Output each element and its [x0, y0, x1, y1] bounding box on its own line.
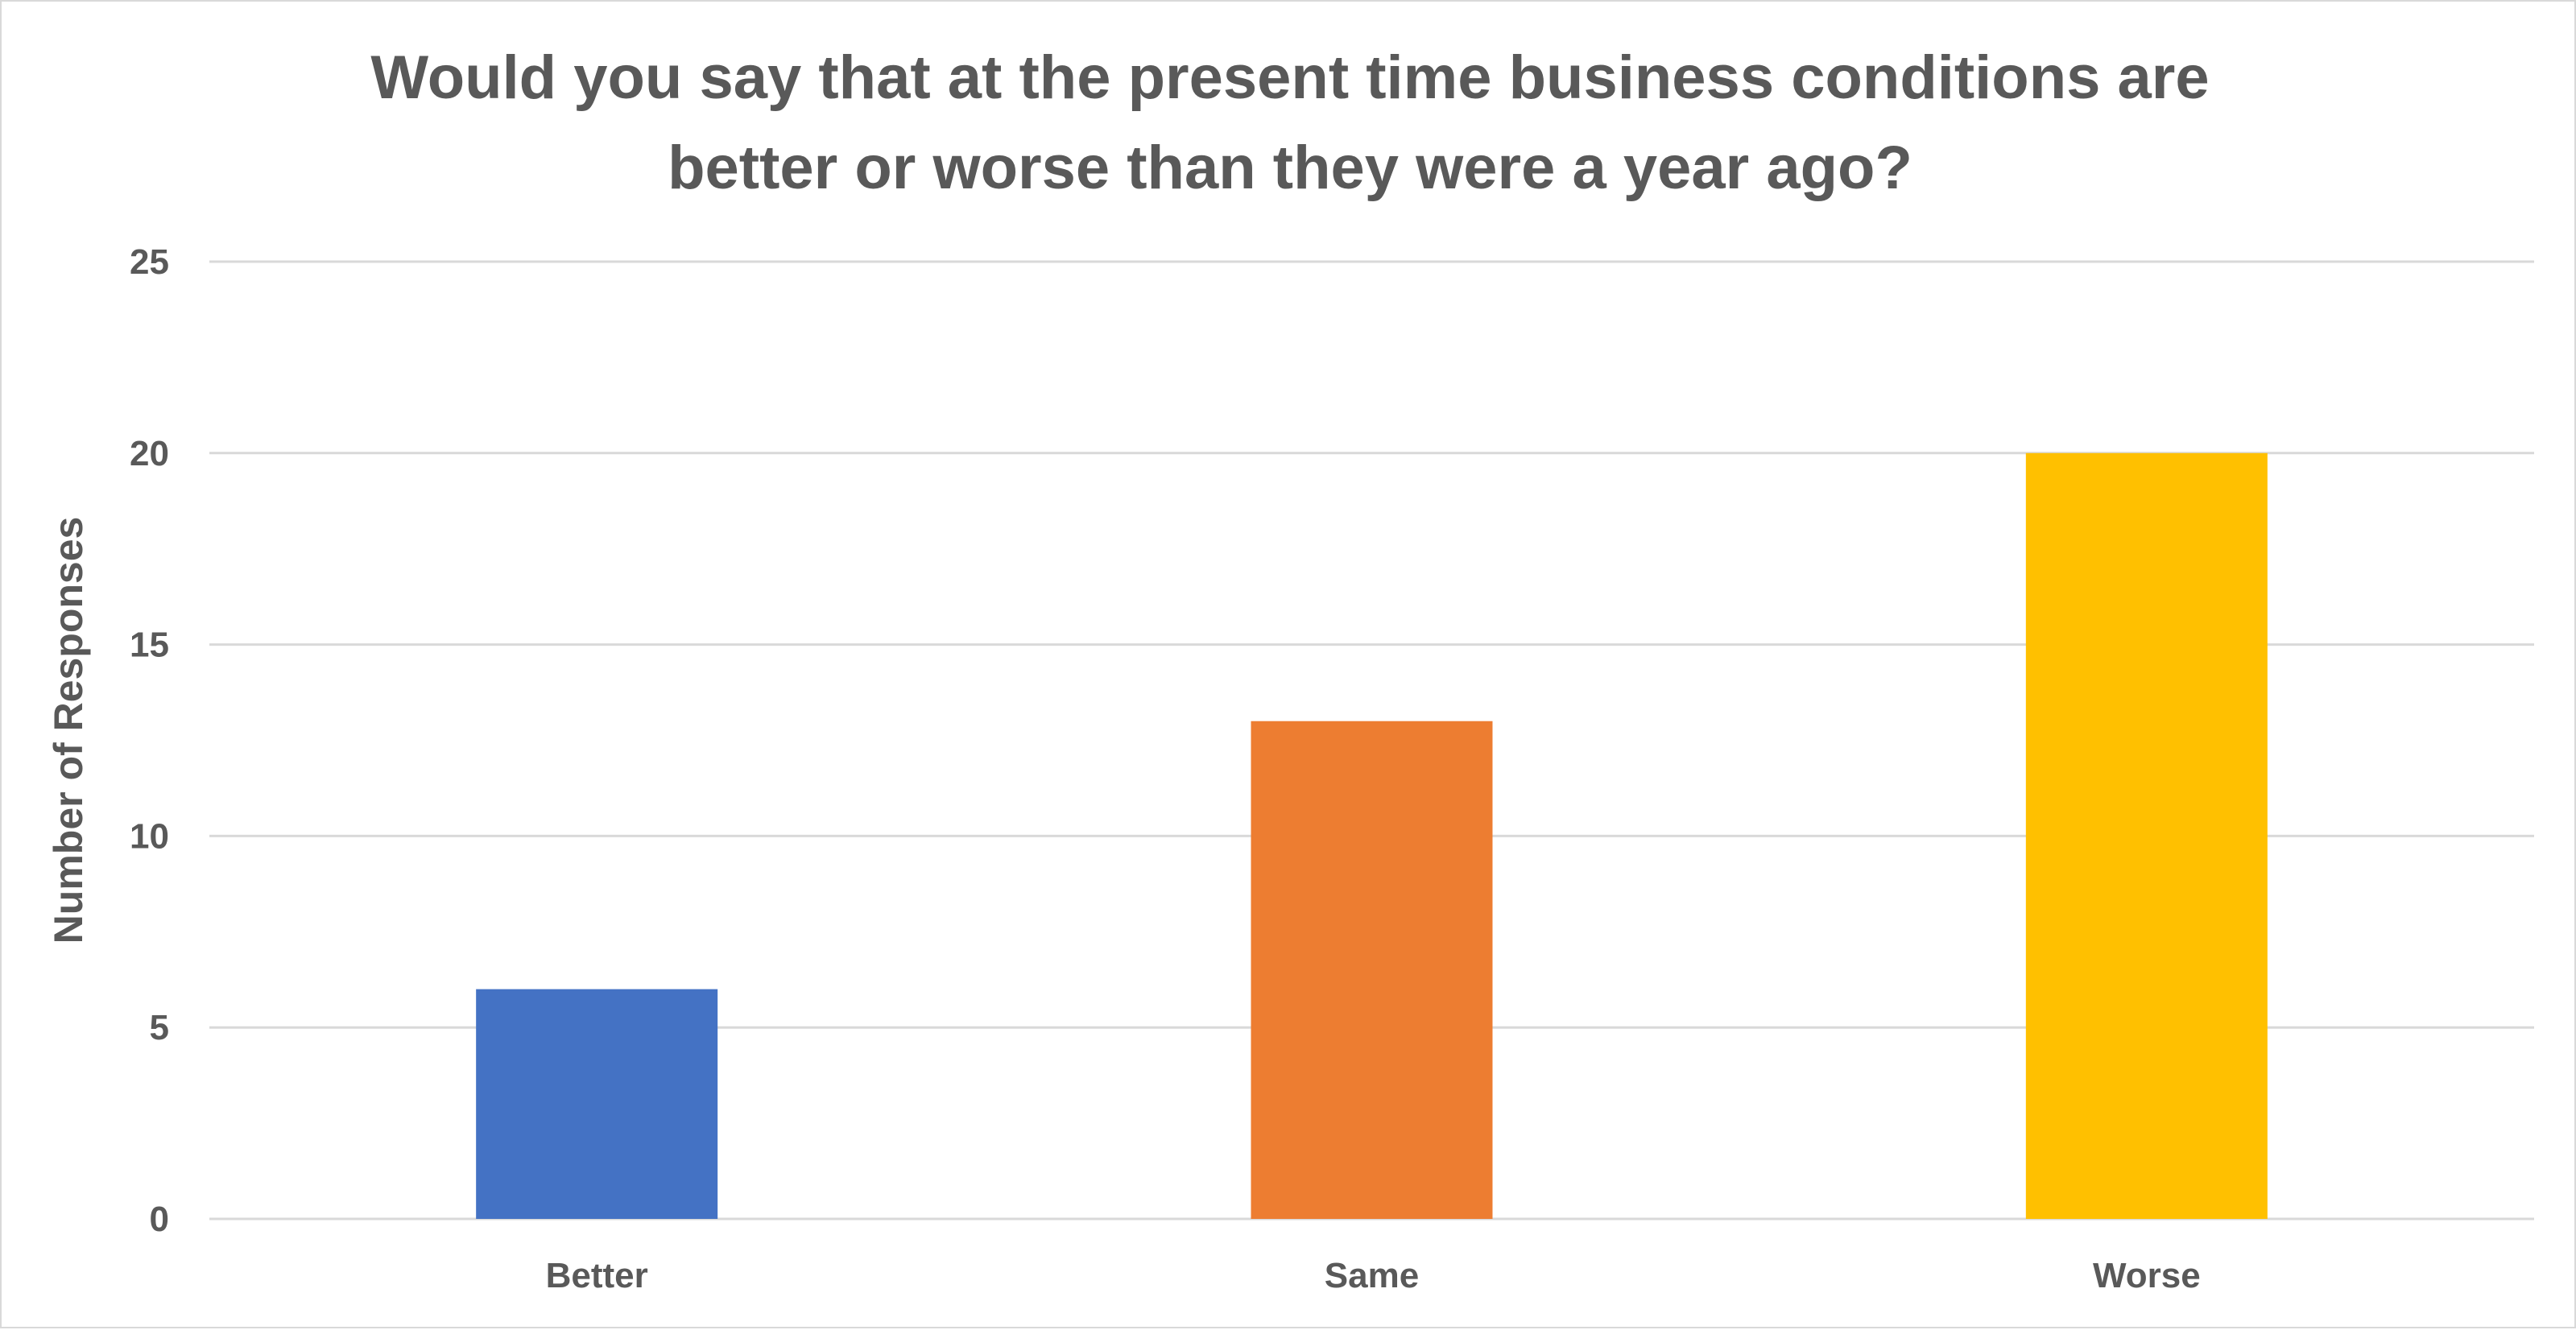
chart-title: Would you say that at the present time b…: [370, 43, 2209, 202]
y-tick-label: 5: [150, 1008, 169, 1047]
x-axis-tick-labels: Better Same Worse: [546, 1256, 2201, 1295]
x-tick-label-same: Same: [1325, 1256, 1419, 1295]
y-tick-label: 20: [130, 434, 169, 473]
bar-same: [1251, 721, 1493, 1219]
x-tick-label-worse: Worse: [2093, 1256, 2201, 1295]
bar-worse: [2025, 452, 2268, 1219]
y-axis-title: Number of Responses: [46, 517, 91, 944]
chart-title-line-2: better or worse than they were a year ag…: [668, 134, 1912, 202]
bar-better: [476, 989, 718, 1219]
y-axis-tick-labels: 0 5 10 15 20 25: [130, 242, 169, 1239]
x-tick-label-better: Better: [546, 1256, 648, 1295]
y-tick-label: 15: [130, 626, 169, 665]
y-tick-label: 10: [130, 816, 169, 856]
y-tick-label: 0: [150, 1200, 169, 1239]
bars: [476, 452, 2268, 1219]
chart-title-line-1: Would you say that at the present time b…: [370, 43, 2209, 112]
y-tick-label: 25: [130, 242, 169, 282]
